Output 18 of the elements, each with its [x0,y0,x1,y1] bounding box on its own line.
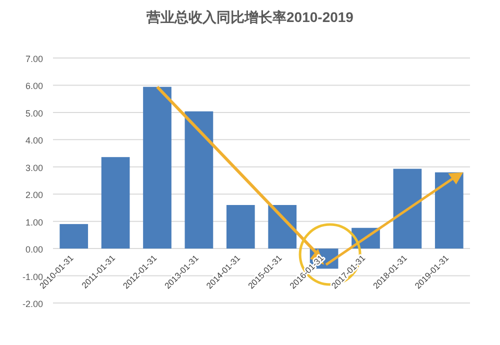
bar [434,172,464,249]
y-tick-label: 6.00 [25,81,43,92]
y-tick-label: 2.00 [25,190,43,200]
bar [60,224,88,249]
chart-title: 营业总收入同比增长率2010-2019 [146,9,354,25]
y-tick-label: 5.00 [25,108,43,118]
bar [393,168,422,249]
y-tick-label: 3.00 [25,162,43,173]
y-tick-label: -2.00 [22,299,43,309]
bar [226,205,255,249]
bar [268,205,297,249]
bar [101,157,130,249]
y-tick-label: 1.00 [25,217,43,228]
bar [143,86,172,249]
bar [184,111,214,249]
y-tick-label: 7.00 [25,54,43,64]
y-tick-label: 0.00 [25,244,43,255]
y-tick-label: 4.00 [25,136,43,146]
